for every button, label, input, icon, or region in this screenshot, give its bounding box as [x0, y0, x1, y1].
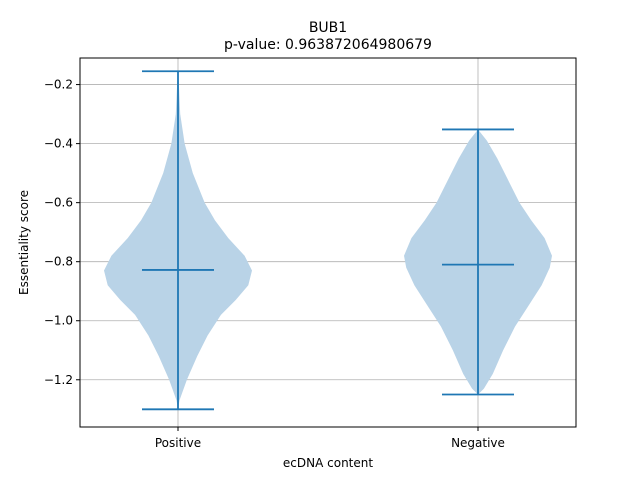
x-axis-label: ecDNA content: [283, 456, 373, 470]
chart-title: BUB1: [309, 20, 347, 36]
plot-frame: [79, 57, 577, 428]
violins: [104, 70, 552, 411]
y-tick-label: −1.2: [44, 373, 73, 387]
y-tick-label: −1.0: [44, 314, 73, 328]
ticks: −0.2 −0.4 −0.6 −0.8 −1.0 −1.2 Positive Negative: [44, 78, 505, 450]
y-tick-label: −0.4: [44, 137, 73, 151]
chart-subtitle: p-value: 0.963872064980679: [224, 37, 432, 53]
y-tick-label: −0.8: [44, 255, 73, 269]
x-tick-label: Positive: [155, 436, 201, 450]
y-tick-label: −0.6: [44, 196, 73, 210]
x-tick-label: Negative: [451, 436, 505, 450]
y-tick-label: −0.2: [44, 78, 73, 92]
y-axis-label: Essentiality score: [17, 190, 31, 295]
